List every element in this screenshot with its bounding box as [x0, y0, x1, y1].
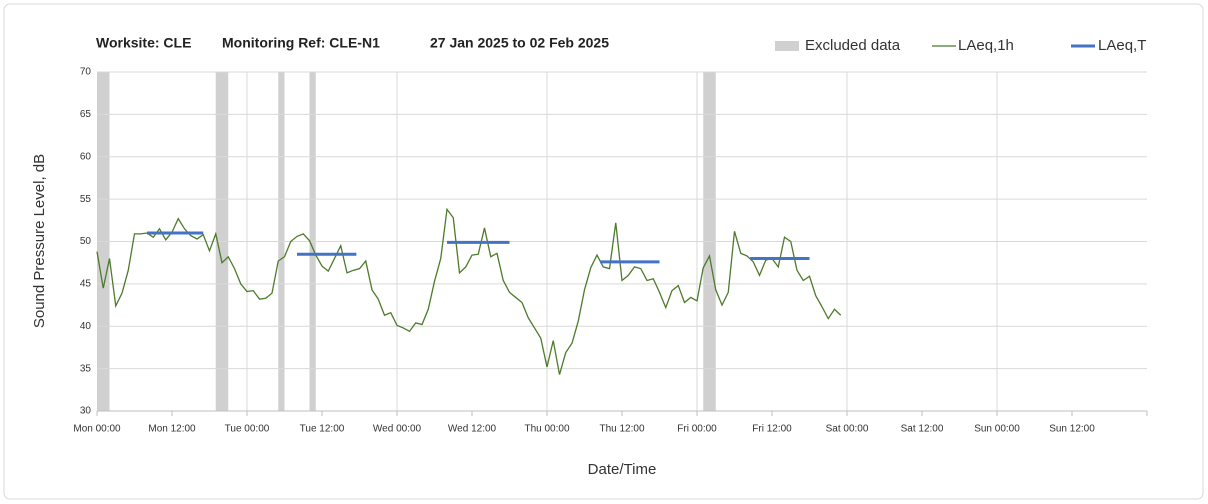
x-tick-label: Wed 12:00: [448, 424, 497, 435]
y-tick-label: 45: [80, 279, 92, 290]
chart-title: Monitoring Ref: CLE-N1: [222, 35, 380, 51]
x-tick-label: Sun 12:00: [1049, 424, 1095, 435]
chart-frame: [3, 3, 1204, 500]
y-tick-label: 30: [80, 406, 92, 417]
legend-label: LAeq,T: [1098, 37, 1146, 54]
legend-label: Excluded data: [805, 37, 901, 54]
x-tick-label: Tue 12:00: [300, 424, 345, 435]
x-tick-label: Thu 00:00: [524, 424, 569, 435]
x-tick-label: Fri 12:00: [752, 424, 792, 435]
x-tick-label: Fri 00:00: [677, 424, 717, 435]
y-tick-label: 55: [80, 194, 92, 205]
legend-swatch: [775, 41, 799, 51]
x-tick-label: Thu 12:00: [599, 424, 644, 435]
y-tick-label: 35: [80, 363, 92, 374]
x-tick-label: Mon 00:00: [73, 424, 121, 435]
y-axis-title: Sound Pressure Level, dB: [31, 154, 48, 328]
chart-title: Worksite: CLE: [96, 35, 191, 51]
y-tick-label: 70: [80, 67, 92, 78]
chart-title: 27 Jan 2025 to 02 Feb 2025: [430, 35, 609, 51]
x-tick-label: Sun 00:00: [974, 424, 1020, 435]
x-tick-label: Sat 12:00: [901, 424, 944, 435]
x-tick-label: Tue 00:00: [225, 424, 270, 435]
x-tick-label: Sat 00:00: [826, 424, 869, 435]
x-axis-title: Date/Time: [588, 461, 657, 478]
legend-label: LAeq,1h: [958, 37, 1014, 54]
y-tick-label: 40: [80, 321, 92, 332]
y-tick-label: 50: [80, 236, 92, 247]
laeq-1h-line: [96, 207, 842, 375]
x-tick-label: Wed 00:00: [373, 424, 422, 435]
y-tick-label: 65: [80, 109, 92, 120]
x-tick-label: Mon 12:00: [148, 424, 196, 435]
y-tick-label: 60: [80, 151, 92, 162]
